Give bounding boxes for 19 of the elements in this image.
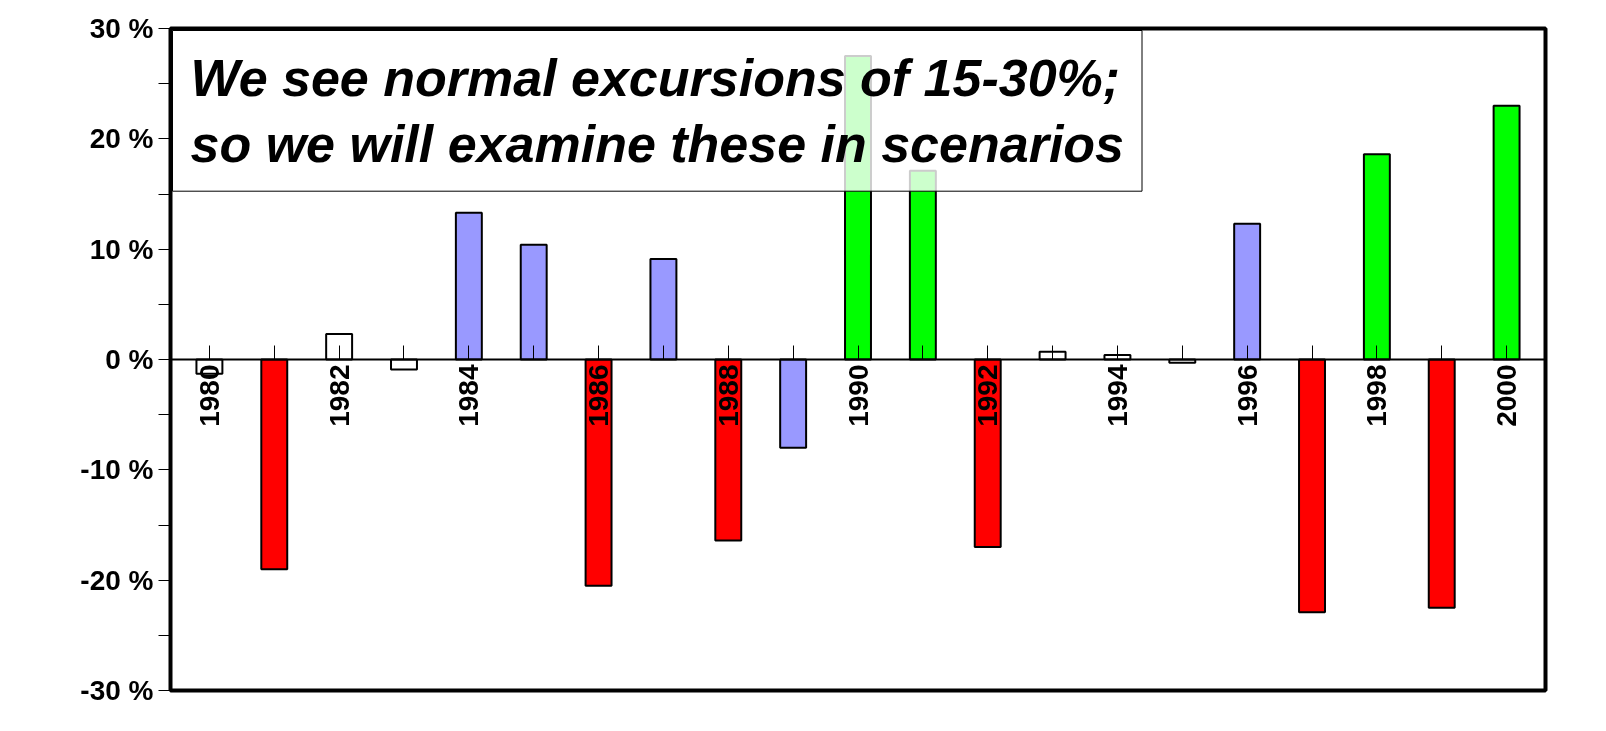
x-tick-label: 2000 <box>1491 364 1523 427</box>
x-tick-label: 1990 <box>842 364 874 427</box>
x-tick-label: 1988 <box>712 364 744 427</box>
y-tick-label: 0 % <box>105 344 154 375</box>
y-tick-label: -30 % <box>80 675 154 706</box>
annotation: We see normal excursions of 15-30%; so we will examine these in scenarios <box>190 48 1125 174</box>
x-tick-label: 1998 <box>1361 364 1393 427</box>
x-tick-label: 1992 <box>972 364 1004 427</box>
y-tick-label: 10 % <box>89 233 154 265</box>
x-tick-label: 1996 <box>1231 364 1263 427</box>
x-tick-label: 1986 <box>583 364 615 427</box>
y-tick-label: 20 % <box>89 123 154 155</box>
y-tick-label: -10 % <box>80 454 154 486</box>
y-tick-label: 30 % <box>89 13 154 44</box>
x-tick-label: 1982 <box>323 364 355 427</box>
x-tick-label: 1984 <box>453 364 485 427</box>
y-tick-label: -20 % <box>80 564 154 596</box>
x-tick-label: 1994 <box>1101 364 1133 427</box>
x-tick-label: 1980 <box>193 364 225 427</box>
